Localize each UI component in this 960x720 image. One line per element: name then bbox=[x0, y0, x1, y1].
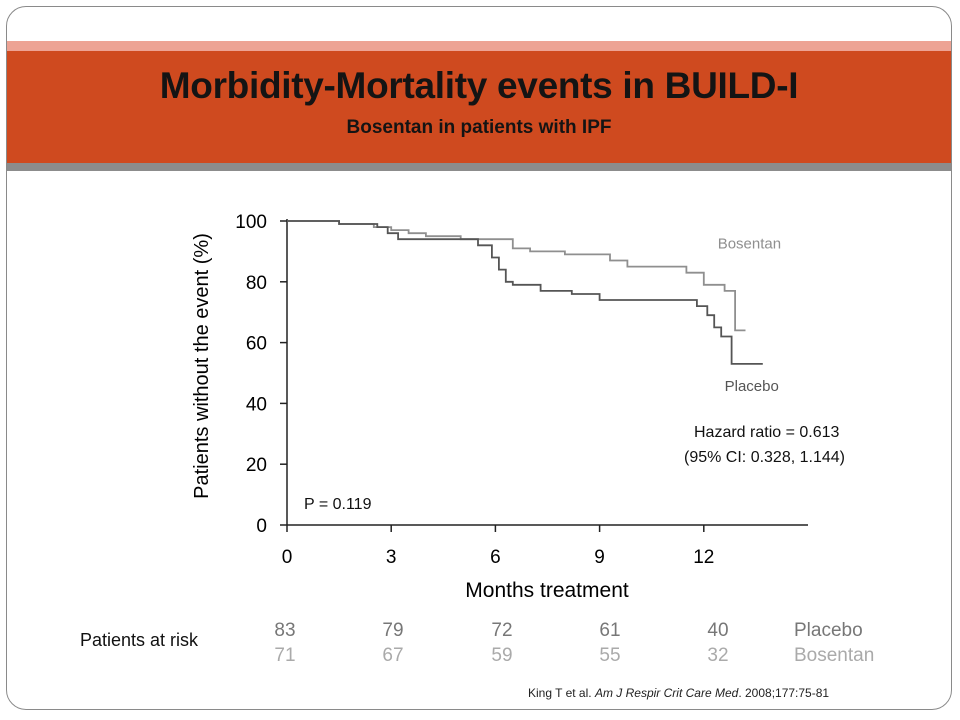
at-risk-value-bosentan-1: 67 bbox=[382, 645, 403, 666]
citation: King T et al. Am J Respir Crit Care Med.… bbox=[528, 686, 829, 700]
slide-subtitle: Bosentan in patients with IPF bbox=[346, 117, 612, 138]
citation-details: . 2008;177:75-81 bbox=[738, 686, 830, 700]
at-risk-value-bosentan-3: 55 bbox=[599, 645, 620, 666]
citation-journal: Am J Respir Crit Care Med bbox=[594, 686, 739, 700]
at-risk-value-bosentan-4: 32 bbox=[707, 645, 728, 666]
x-tick-label-3: 3 bbox=[386, 547, 397, 568]
at-risk-value-placebo-0: 83 bbox=[274, 620, 295, 641]
y-tick-label-100: 100 bbox=[235, 212, 267, 233]
x-tick-label-12: 12 bbox=[693, 547, 714, 568]
slide-title: Morbidity-Mortality events in BUILD-I bbox=[159, 65, 799, 106]
y-tick-label-40: 40 bbox=[246, 394, 267, 415]
confidence-interval-annotation: (95% CI: 0.328, 1.144) bbox=[684, 449, 845, 466]
at-risk-table: 83 79 72 61 40 Placebo 71 67 59 55 32 Bosentan bbox=[274, 620, 874, 666]
at-risk-row-label-bosentan: Bosentan bbox=[794, 645, 874, 666]
series-group bbox=[287, 220, 763, 365]
title-banner: Morbidity-Mortality events in BUILD-I Bo… bbox=[7, 51, 951, 163]
at-risk-value-bosentan-2: 59 bbox=[491, 645, 512, 666]
y-tick-label-60: 60 bbox=[246, 334, 267, 355]
y-tick-label-20: 20 bbox=[246, 455, 267, 476]
x-axis-label: Months treatment bbox=[465, 579, 629, 602]
at-risk-row-label-placebo: Placebo bbox=[794, 620, 863, 641]
y-tick-label-80: 80 bbox=[246, 273, 267, 294]
x-tick-label-6: 6 bbox=[490, 547, 501, 568]
series-line-bosentan bbox=[287, 220, 746, 332]
series-line-placebo bbox=[287, 220, 763, 365]
y-axis-label: Patients without the event (%) bbox=[191, 233, 213, 499]
labels-group: Patients without the event (%) Months tr… bbox=[80, 233, 845, 650]
banner-bottom-stripe bbox=[7, 163, 951, 171]
citation-authors: King T et al. bbox=[528, 686, 592, 700]
x-tick-label-0: 0 bbox=[282, 547, 293, 568]
hazard-ratio-annotation: Hazard ratio = 0.613 bbox=[694, 424, 840, 441]
slide-frame: Morbidity-Mortality events in BUILD-I Bo… bbox=[6, 6, 952, 710]
series-label-placebo: Placebo bbox=[725, 378, 779, 395]
at-risk-value-bosentan-0: 71 bbox=[274, 645, 295, 666]
axes-group: 0 20 40 60 80 100 0 3 6 9 12 bbox=[235, 212, 808, 568]
banner-top-stripe bbox=[7, 41, 951, 51]
y-tick-label-0: 0 bbox=[256, 516, 267, 537]
series-label-bosentan: Bosentan bbox=[718, 235, 781, 252]
x-tick-label-9: 9 bbox=[594, 547, 605, 568]
at-risk-label: Patients at risk bbox=[80, 630, 199, 650]
at-risk-value-placebo-3: 61 bbox=[599, 620, 620, 641]
at-risk-value-placebo-4: 40 bbox=[707, 620, 728, 641]
at-risk-value-placebo-2: 72 bbox=[491, 620, 512, 641]
p-value-annotation: P = 0.119 bbox=[304, 496, 372, 513]
at-risk-value-placebo-1: 79 bbox=[382, 620, 403, 641]
